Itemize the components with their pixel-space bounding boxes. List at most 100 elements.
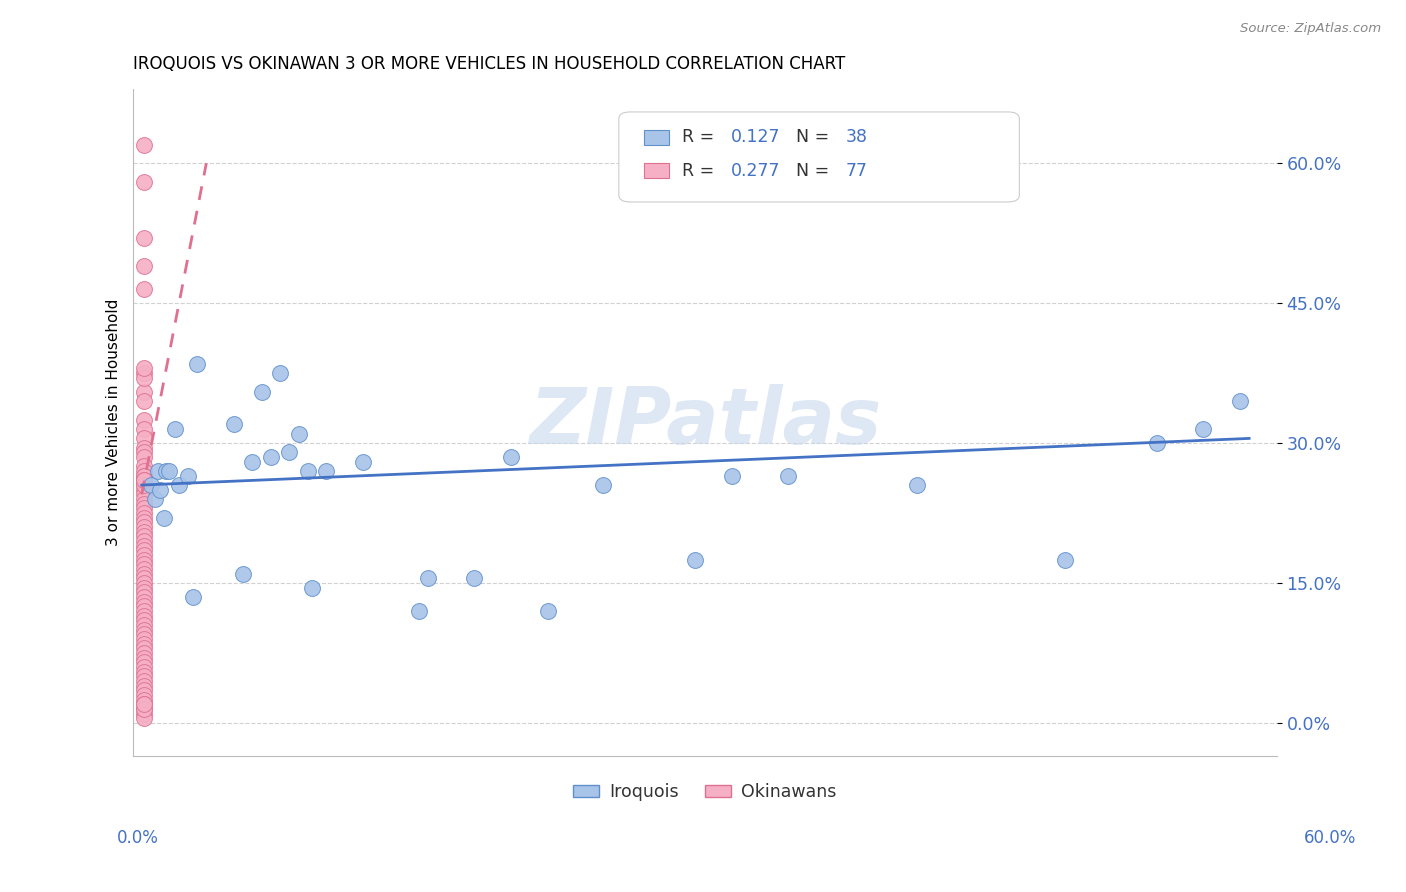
- Point: [132, 464, 155, 478]
- Point: [721, 468, 744, 483]
- Point: [132, 641, 155, 656]
- Point: [132, 137, 155, 152]
- Text: 38: 38: [845, 128, 868, 146]
- Point: [222, 417, 245, 432]
- Point: [132, 637, 155, 651]
- Point: [132, 702, 155, 716]
- Point: [132, 552, 155, 566]
- Point: [408, 604, 430, 618]
- Point: [163, 422, 186, 436]
- Point: [177, 468, 200, 483]
- Point: [278, 445, 301, 459]
- Point: [132, 585, 155, 599]
- Text: N =: N =: [796, 128, 835, 146]
- Point: [132, 478, 155, 492]
- Point: [132, 459, 155, 474]
- Point: [301, 581, 323, 595]
- Point: [132, 529, 155, 543]
- Point: [132, 650, 155, 665]
- Point: [132, 468, 155, 483]
- Point: [132, 576, 155, 591]
- Point: [1229, 394, 1251, 409]
- Point: [132, 669, 155, 683]
- Point: [132, 524, 155, 539]
- Point: [186, 357, 208, 371]
- Point: [132, 231, 155, 245]
- Point: [537, 604, 560, 618]
- Point: [132, 431, 155, 445]
- Point: [352, 455, 374, 469]
- Point: [132, 562, 155, 576]
- Point: [132, 595, 155, 609]
- Point: [132, 618, 155, 632]
- Text: 77: 77: [845, 161, 868, 179]
- Point: [132, 366, 155, 380]
- Point: [132, 441, 155, 455]
- Point: [132, 497, 155, 511]
- Point: [132, 474, 155, 488]
- Text: 0.277: 0.277: [731, 161, 780, 179]
- Point: [287, 426, 309, 441]
- Point: [132, 506, 155, 520]
- Point: [132, 581, 155, 595]
- Point: [132, 384, 155, 399]
- Point: [132, 510, 155, 524]
- Point: [250, 384, 273, 399]
- Point: [416, 571, 439, 585]
- Point: [132, 501, 155, 516]
- Point: [132, 539, 155, 553]
- Point: [132, 491, 155, 506]
- Point: [132, 673, 155, 688]
- FancyBboxPatch shape: [619, 112, 1019, 202]
- Point: [132, 548, 155, 562]
- Point: [132, 655, 155, 669]
- Y-axis label: 3 or more Vehicles in Household: 3 or more Vehicles in Household: [107, 299, 121, 546]
- Point: [232, 566, 254, 581]
- Point: [132, 450, 155, 464]
- FancyBboxPatch shape: [644, 130, 669, 145]
- Point: [132, 282, 155, 296]
- Point: [132, 487, 155, 501]
- Point: [132, 613, 155, 627]
- Point: [132, 516, 155, 530]
- Text: 60.0%: 60.0%: [1303, 829, 1357, 847]
- Point: [592, 478, 614, 492]
- Point: [132, 627, 155, 641]
- Text: R =: R =: [682, 161, 720, 179]
- Point: [132, 394, 155, 409]
- Text: 0.127: 0.127: [731, 128, 780, 146]
- Point: [242, 455, 264, 469]
- Point: [132, 646, 155, 660]
- Point: [132, 590, 155, 604]
- Point: [139, 478, 162, 492]
- Point: [132, 361, 155, 376]
- Text: 0.0%: 0.0%: [117, 829, 159, 847]
- Point: [685, 552, 707, 566]
- Legend: Iroquois, Okinawans: Iroquois, Okinawans: [565, 776, 844, 808]
- Point: [132, 371, 155, 385]
- Point: [1053, 552, 1076, 566]
- Point: [157, 464, 180, 478]
- Point: [132, 702, 155, 716]
- Point: [132, 422, 155, 436]
- Point: [463, 571, 485, 585]
- Text: ZIPatlas: ZIPatlas: [529, 384, 880, 460]
- Point: [132, 175, 155, 189]
- Point: [132, 660, 155, 674]
- Point: [153, 510, 176, 524]
- Point: [132, 474, 155, 488]
- Point: [776, 468, 799, 483]
- Point: [269, 366, 291, 380]
- FancyBboxPatch shape: [644, 163, 669, 178]
- Point: [132, 483, 155, 497]
- Point: [132, 679, 155, 693]
- Point: [149, 483, 172, 497]
- Point: [132, 711, 155, 725]
- Point: [499, 450, 522, 464]
- Point: [132, 413, 155, 427]
- Point: [132, 665, 155, 679]
- Point: [132, 683, 155, 698]
- Point: [132, 468, 155, 483]
- Point: [143, 491, 166, 506]
- Point: [260, 450, 283, 464]
